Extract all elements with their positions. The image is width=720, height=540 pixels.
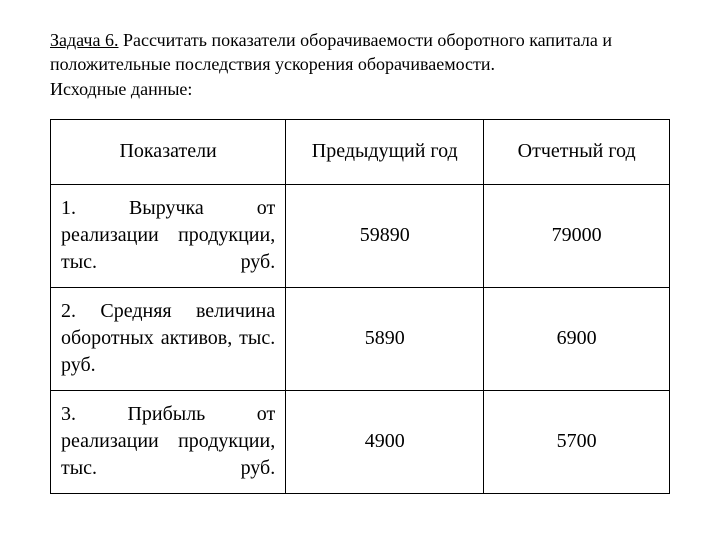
task-subtitle: Исходные данные:: [50, 79, 192, 99]
task-heading: Задача 6. Рассчитать показатели оборачив…: [50, 28, 670, 101]
data-table: Показатели Предыдущий год Отчетный год 1…: [50, 119, 670, 494]
header-current-year: Отчетный год: [484, 119, 670, 184]
row-prev-value: 59890: [286, 184, 484, 287]
row-label: 2. Средняя величина оборотных активов, т…: [51, 287, 286, 390]
row-label: 3. Прибыль от реализации продукции, тыс.…: [51, 390, 286, 493]
task-description: Рассчитать показатели оборачиваемости об…: [50, 30, 612, 74]
row-curr-value: 79000: [484, 184, 670, 287]
row-curr-value: 5700: [484, 390, 670, 493]
row-label: 1. Выручка от реализации продукции, тыс.…: [51, 184, 286, 287]
table-header-row: Показатели Предыдущий год Отчетный год: [51, 119, 670, 184]
header-prev-year: Предыдущий год: [286, 119, 484, 184]
task-number: Задача 6.: [50, 30, 118, 50]
page: Задача 6. Рассчитать показатели оборачив…: [0, 0, 720, 494]
table-row: 1. Выручка от реализации продукции, тыс.…: [51, 184, 670, 287]
row-prev-value: 4900: [286, 390, 484, 493]
row-curr-value: 6900: [484, 287, 670, 390]
table-row: 3. Прибыль от реализации продукции, тыс.…: [51, 390, 670, 493]
table-row: 2. Средняя величина оборотных активов, т…: [51, 287, 670, 390]
row-prev-value: 5890: [286, 287, 484, 390]
header-indicators: Показатели: [51, 119, 286, 184]
